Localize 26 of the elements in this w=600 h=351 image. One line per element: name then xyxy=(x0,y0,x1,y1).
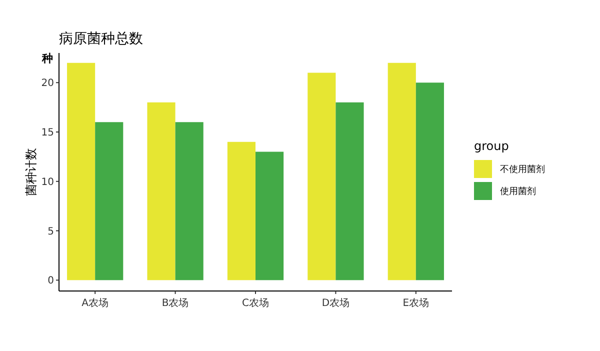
bar xyxy=(336,102,364,280)
bar xyxy=(388,62,416,280)
y-tick-label: 15 xyxy=(41,128,54,139)
x-tick-label: D农场 xyxy=(322,297,350,309)
text: 种 xyxy=(41,52,53,65)
y-axis-title: 菌种计数 xyxy=(24,148,38,196)
x-tick-label: C农场 xyxy=(242,297,269,309)
y-tick-label: 20 xyxy=(41,78,54,90)
chart-title: 病原菌种总数 xyxy=(59,31,143,47)
y-tick-label: 10 xyxy=(41,176,54,188)
y-tick-label: 0 xyxy=(48,276,54,287)
bar xyxy=(175,122,204,280)
legend-label: 不使用菌剂 xyxy=(500,164,545,176)
bar xyxy=(67,62,96,280)
bar xyxy=(256,152,284,280)
y-tick-label: 5 xyxy=(48,226,54,238)
bar xyxy=(227,142,256,280)
x-tick-label: A农场 xyxy=(82,297,109,309)
bar xyxy=(308,72,336,280)
x-tick-label: E农场 xyxy=(402,297,430,309)
bar xyxy=(95,122,124,280)
x-tick-label: B农场 xyxy=(162,297,189,309)
bar xyxy=(416,82,444,280)
bar xyxy=(147,102,176,280)
legend-label: 使用菌剂 xyxy=(500,186,536,198)
legend-title: group xyxy=(474,139,509,153)
